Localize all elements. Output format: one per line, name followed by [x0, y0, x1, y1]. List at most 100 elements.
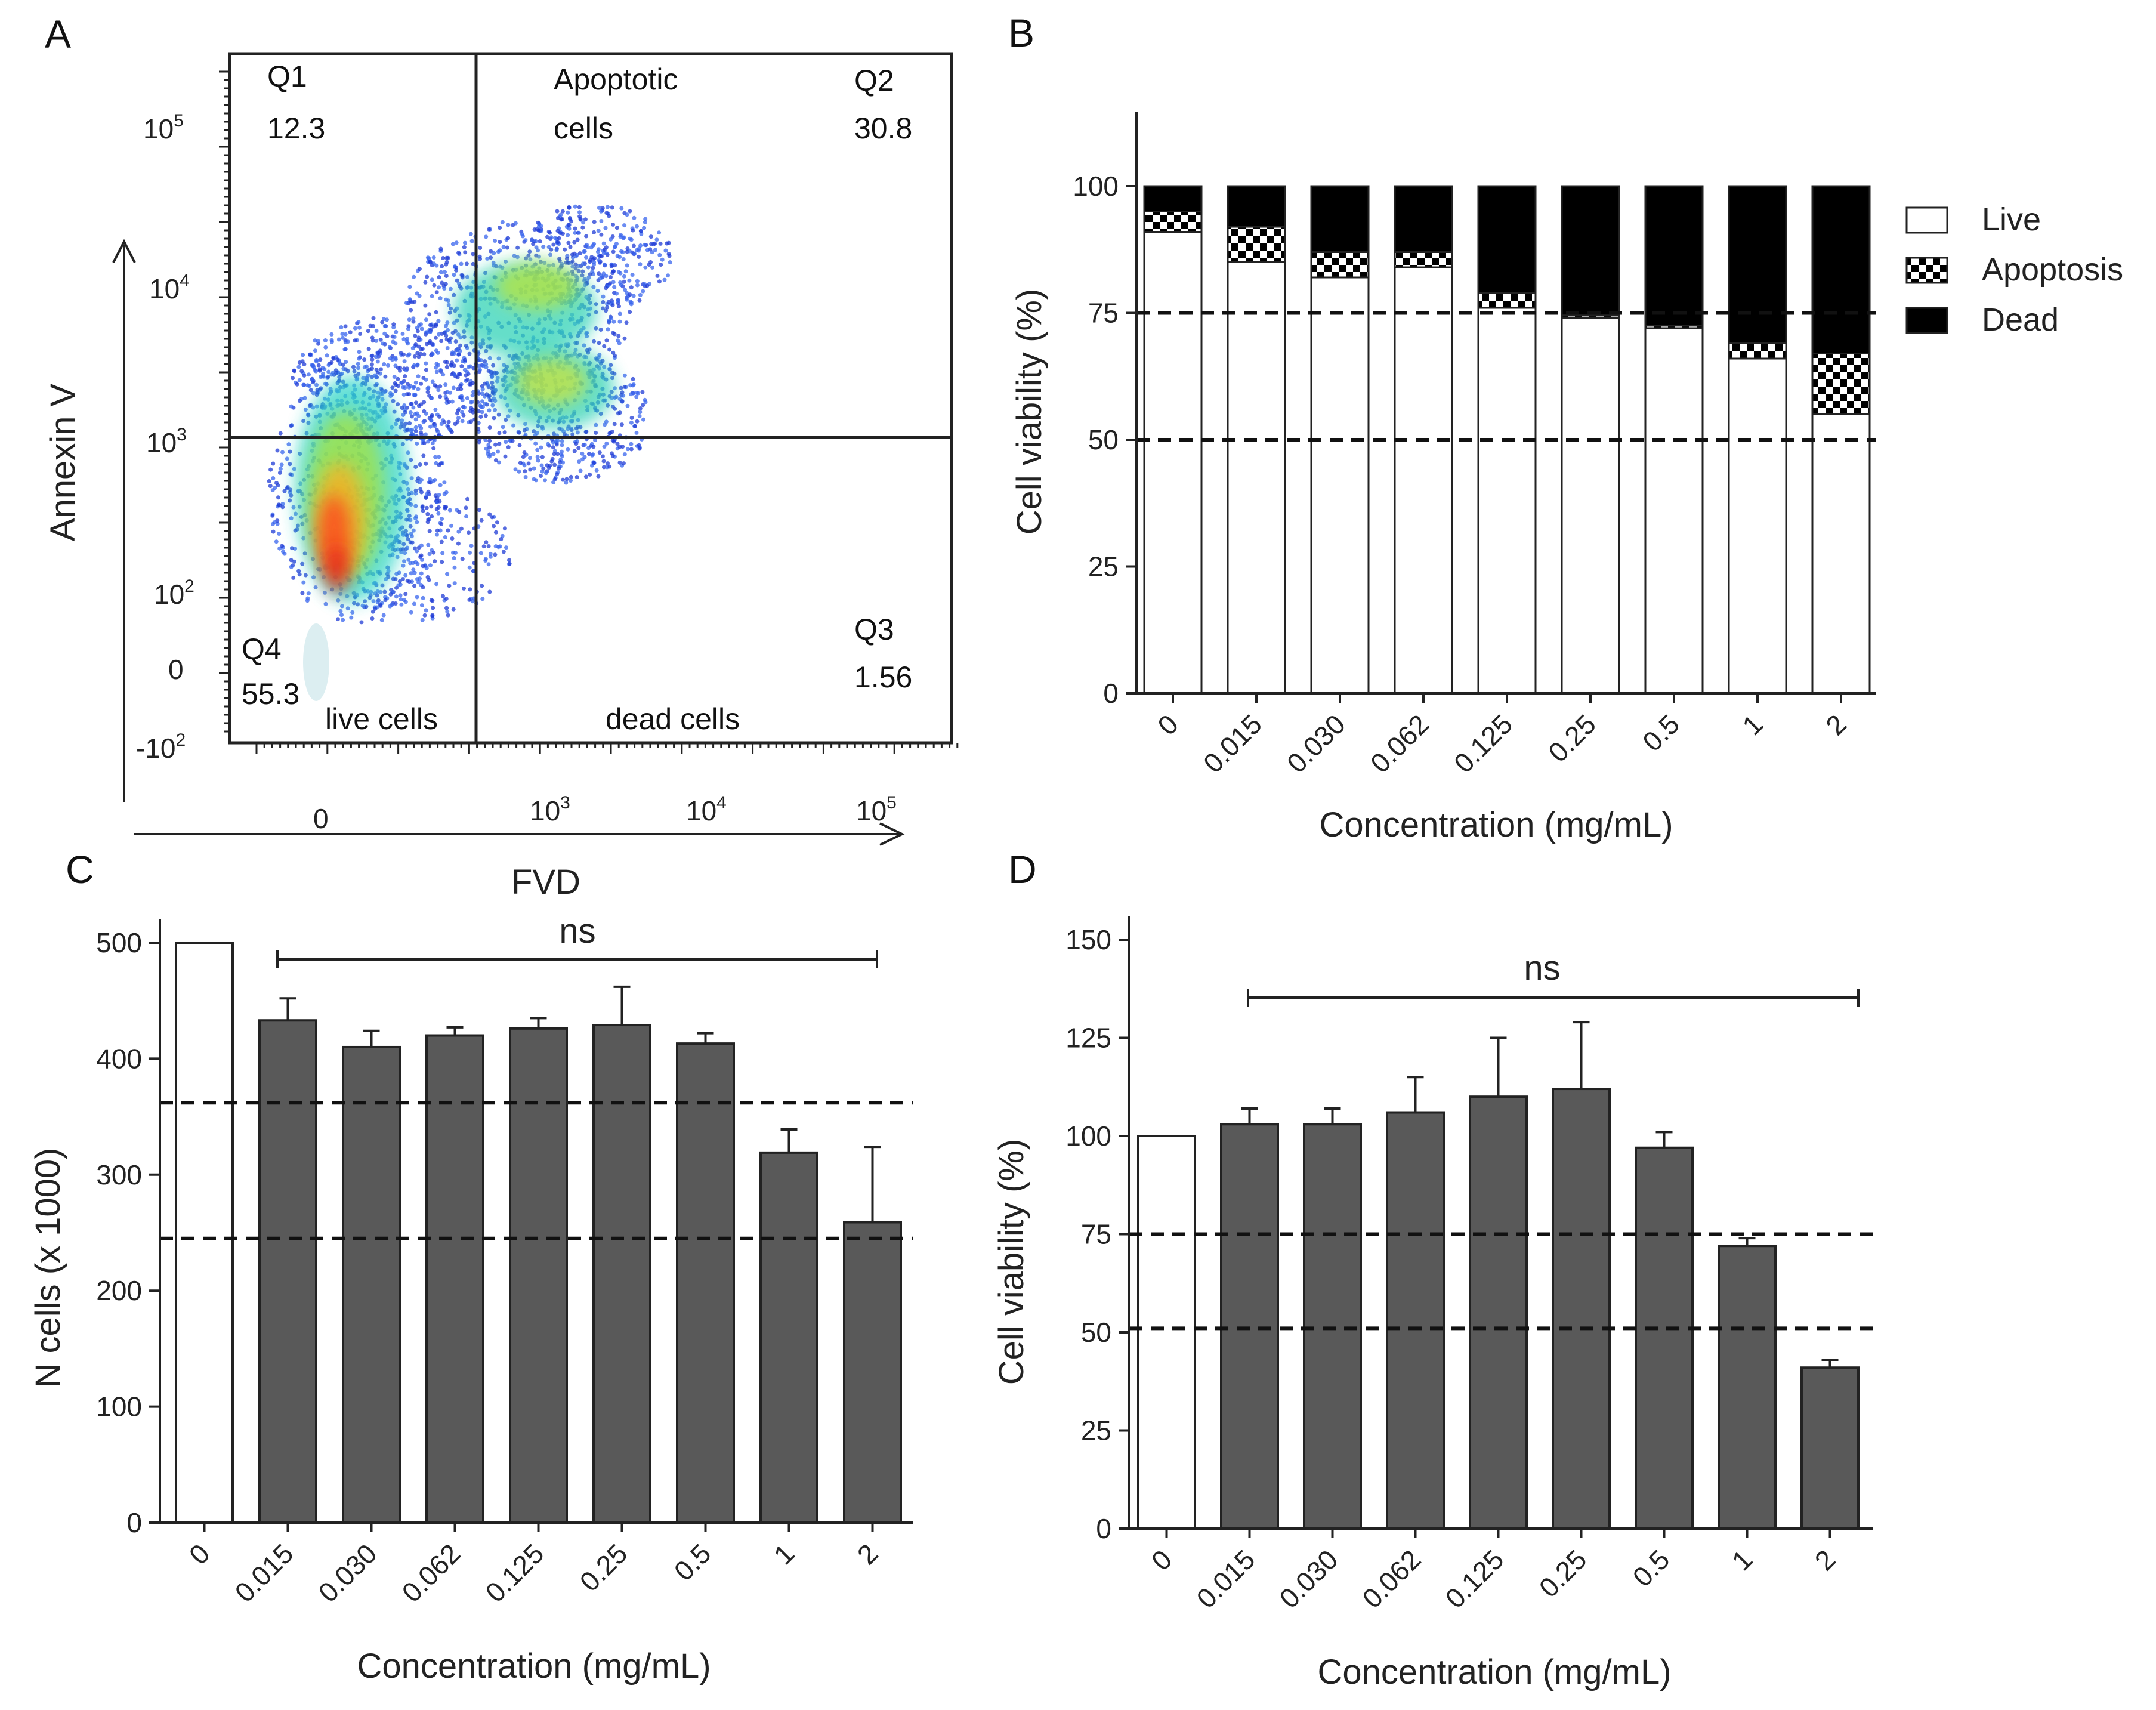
flow-event-dot	[637, 298, 642, 303]
flow-event-dot	[643, 400, 648, 405]
flow-event-dot	[539, 463, 544, 468]
flow-event-dot	[373, 373, 378, 378]
flow-event-dot	[409, 308, 413, 313]
flow-event-dot	[600, 206, 605, 211]
flow-event-dot	[422, 613, 427, 618]
flow-event-dot	[434, 461, 438, 465]
b-x-tick-label: 0.030	[1281, 708, 1351, 779]
flow-event-dot	[452, 292, 456, 297]
flow-event-dot	[406, 450, 410, 455]
flow-event-dot	[606, 300, 611, 304]
flow-event-dot	[526, 253, 531, 258]
flow-event-dot	[576, 268, 581, 273]
flow-event-dot	[430, 396, 434, 400]
flow-event-dot	[627, 278, 632, 283]
flow-event-dot	[416, 344, 421, 349]
flow-event-dot	[380, 320, 385, 325]
flow-event-dot	[425, 390, 430, 394]
flow-event-dot	[286, 442, 291, 447]
flow-event-dot	[668, 260, 672, 265]
flow-event-dot	[438, 270, 443, 274]
bar-dead-segment	[1143, 185, 1203, 212]
c-bars	[160, 942, 913, 1524]
flow-event-dot	[622, 452, 627, 456]
flow-event-dot	[443, 282, 448, 286]
flow-event-dot	[465, 396, 469, 400]
flow-event-dot	[424, 411, 428, 416]
flow-event-dot	[596, 355, 601, 360]
flow-event-dot	[588, 260, 592, 264]
bar-live-segment	[1477, 307, 1537, 695]
flow-event-dot	[452, 363, 456, 368]
flow-event-dot	[540, 455, 545, 459]
bar	[592, 1024, 651, 1524]
flow-event-dot	[543, 471, 548, 476]
flow-event-dot	[631, 391, 636, 396]
q4-value: 55.3	[242, 677, 299, 711]
flow-event-dot	[268, 467, 273, 472]
flow-event-dot	[401, 563, 406, 568]
flow-event-dot	[479, 405, 484, 409]
flow-event-dot	[459, 261, 464, 266]
flow-event-dot	[566, 240, 571, 245]
flow-event-dot	[438, 394, 443, 399]
flow-event-dot	[486, 562, 491, 567]
flow-event-dot	[316, 363, 321, 368]
flow-cytometry-panel: Q1 12.3 Apoptotic cells Q2 30.8 Q3 1.56 …	[44, 52, 959, 902]
flow-event-dot	[424, 461, 428, 466]
flow-event-dot	[592, 230, 597, 234]
flow-event-dot	[570, 264, 575, 269]
flow-event-dot	[610, 404, 615, 409]
flow-event-dot	[451, 385, 456, 390]
flow-event-dot	[535, 447, 540, 452]
flow-event-dot	[446, 528, 450, 533]
flow-event-dot	[608, 431, 613, 436]
flow-event-dot	[394, 594, 399, 599]
flow-event-dot	[358, 332, 363, 336]
flow-event-dot	[648, 234, 653, 239]
flow-event-dot	[492, 263, 496, 268]
flow-event-dot	[536, 458, 540, 463]
flow-event-dot	[469, 400, 473, 405]
bar	[759, 1151, 818, 1524]
flow-event-dot	[462, 245, 467, 249]
flow-event-dot	[416, 476, 421, 480]
flow-event-dot	[272, 520, 277, 524]
flow-event-dot	[393, 381, 397, 385]
flow-event-dot	[569, 219, 574, 224]
flow-event-dot	[382, 390, 387, 394]
flow-event-dot	[407, 579, 412, 584]
flow-event-dot	[360, 603, 365, 608]
flow-event-dot	[291, 505, 296, 510]
flow-event-dot	[393, 388, 398, 393]
flow-event-dot	[413, 380, 418, 385]
flow-event-dot	[329, 339, 334, 344]
flow-event-dot	[415, 549, 419, 554]
d-x-tick-label: 0.030	[1273, 1544, 1343, 1614]
flow-event-dot	[604, 338, 609, 343]
flow-event-dot	[288, 449, 292, 454]
panel-letter-a: A	[45, 12, 71, 56]
flow-event-dot	[442, 286, 447, 291]
flow-event-dot	[497, 460, 502, 465]
flow-event-dot	[343, 339, 348, 344]
flow-event-dot	[281, 550, 285, 554]
flow-event-dot	[558, 212, 563, 217]
flow-event-dot	[493, 552, 498, 557]
flow-event-dot	[522, 450, 527, 455]
flow-event-dot	[444, 323, 448, 328]
flow-event-dot	[403, 551, 407, 555]
annexin-arrow-head	[112, 239, 136, 263]
flow-event-dot	[653, 248, 657, 252]
flow-event-dot	[487, 356, 492, 360]
flow-event-dot	[396, 384, 401, 388]
flow-event-dot	[437, 285, 441, 290]
flow-event-dot	[446, 613, 450, 618]
flow-event-dot	[491, 452, 496, 456]
flow-event-dot	[398, 365, 403, 370]
bar	[1635, 1146, 1694, 1530]
flow-event-dot	[433, 383, 437, 388]
flow-event-dot	[584, 430, 589, 434]
flow-event-dot	[517, 430, 521, 435]
flow-event-dot	[480, 384, 484, 388]
